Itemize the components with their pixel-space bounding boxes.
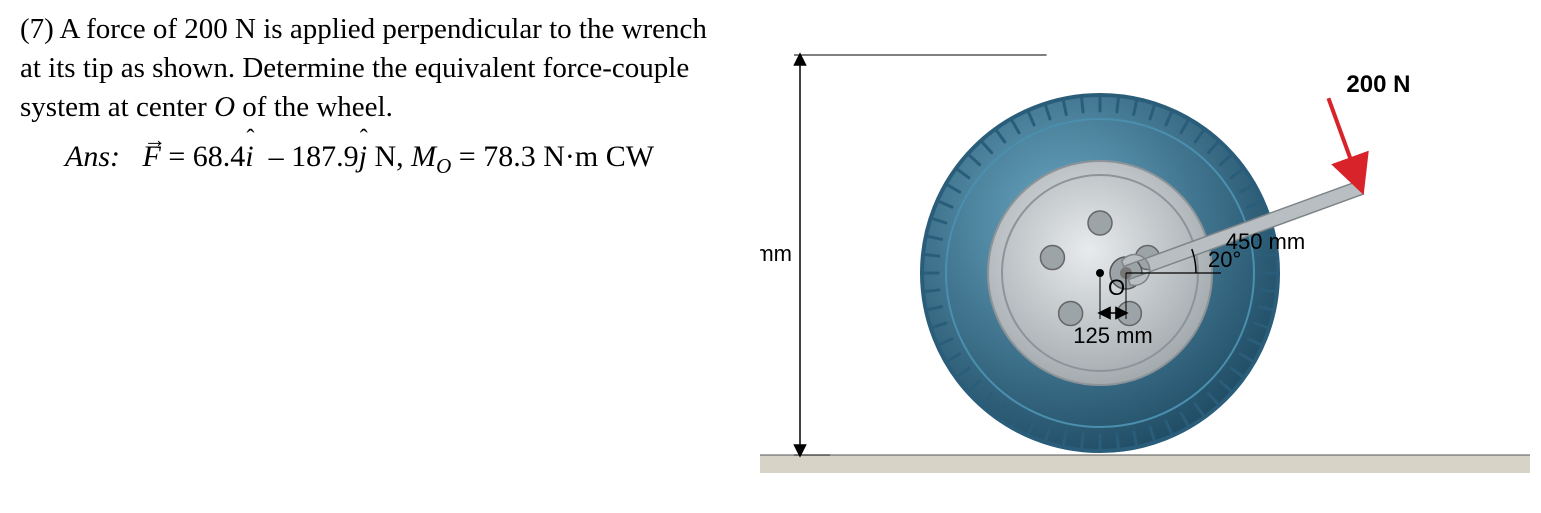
O-sub: O <box>436 154 451 178</box>
fx-val: 68.4 <box>193 140 246 173</box>
vector-F: →F <box>143 137 161 178</box>
label-center-O: O <box>1108 275 1125 300</box>
j-hat: ˆj <box>359 137 367 178</box>
figure: 125 mmO20°450 mm200 N650 mm <box>760 15 1530 495</box>
answer-line: Ans: →F = 68.4ˆi – 187.9ˆj N, MO = 78.3 … <box>20 137 740 180</box>
problem-line1: A force of 200 N is applied perpendicula… <box>54 13 707 45</box>
problem-line3c: of the wheel. <box>235 91 393 123</box>
force-arrow <box>1328 98 1360 187</box>
i-hat: ˆi <box>245 137 253 178</box>
problem-number: (7) <box>20 13 54 45</box>
label-height: 650 mm <box>760 241 792 266</box>
label-wrench-len: 450 mm <box>1226 229 1305 254</box>
ans-prefix: Ans: <box>65 140 120 173</box>
label-hub-offset: 125 mm <box>1073 323 1152 348</box>
problem-line3a: system at center <box>20 91 214 123</box>
problem-line2: at its tip as shown. Determine the equiv… <box>20 49 740 88</box>
label-force: 200 N <box>1346 71 1410 98</box>
ground <box>760 455 1530 473</box>
unit-M: N·m CW <box>543 140 654 173</box>
mo-val: 78.3 <box>483 140 536 173</box>
center-O-text: O <box>214 91 235 123</box>
unit-F: N, <box>374 140 403 173</box>
M-letter: M <box>411 140 436 173</box>
fy-val: 187.9 <box>291 140 359 173</box>
